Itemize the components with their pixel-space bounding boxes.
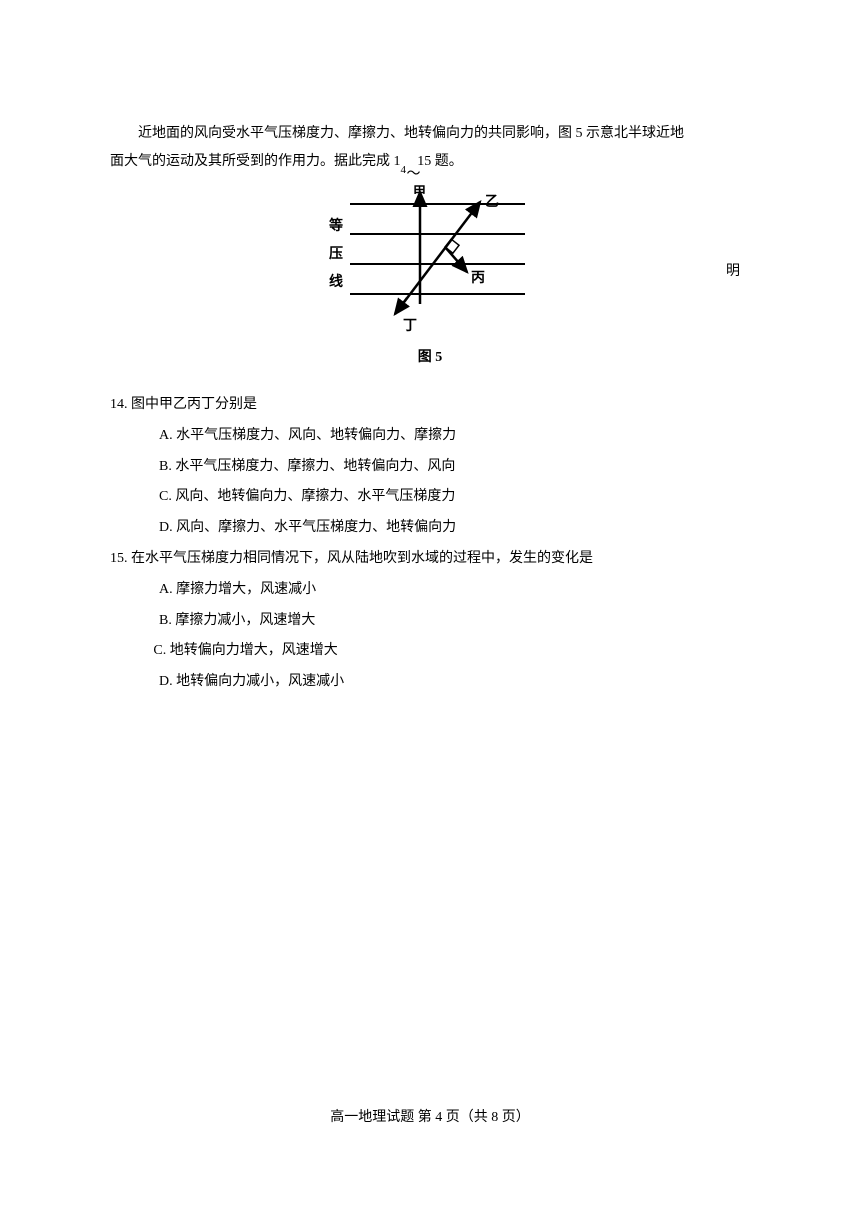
isobar-label-mid: 压 [329, 246, 343, 262]
intro-line1: 近地面的风向受水平气压梯度力、摩擦力、地转偏向力的共同影响，图 5 示意北半球近… [138, 126, 684, 141]
intro-line2-prefix: 面大气的运动及其所受到的作用力。据此完成 1 [110, 154, 401, 169]
q15-option-b: B. 摩擦力减小，风速增大 [110, 606, 750, 637]
isobar-label-top: 等 [329, 217, 343, 234]
q15-stem: 15. 在水平气压梯度力相同情况下，风从陆地吹到水域的过程中，发生的变化是 [110, 544, 750, 575]
side-char: 明 [726, 260, 740, 280]
q15-option-a: A. 摩擦力增大，风速减小 [110, 575, 750, 606]
q14-option-c: C. 风向、地转偏向力、摩擦力、水平气压梯度力 [110, 482, 750, 513]
q14-stem: 14. 图中甲乙丙丁分别是 [110, 390, 750, 421]
label-jia: 甲 [413, 184, 426, 199]
question-15: 15. 在水平气压梯度力相同情况下，风从陆地吹到水域的过程中，发生的变化是 A.… [110, 544, 750, 698]
intro-line2-wrap: 面大气的运动及其所受到的作用力。据此完成 14～15 题。 [110, 148, 750, 176]
label-bing: 丙 [471, 270, 485, 286]
q14-option-a: A. 水平气压梯度力、风向、地转偏向力、摩擦力 [110, 421, 750, 452]
question-14: 14. 图中甲乙丙丁分别是 A. 水平气压梯度力、风向、地转偏向力、摩擦力 B.… [110, 390, 750, 544]
label-ding: 丁 [403, 319, 417, 334]
page-content: 近地面的风向受水平气压梯度力、摩擦力、地转偏向力的共同影响，图 5 示意北半球近… [0, 0, 860, 698]
intro-paragraph: 近地面的风向受水平气压梯度力、摩擦力、地转偏向力的共同影响，图 5 示意北半球近… [110, 120, 750, 148]
figure-caption: 图 5 [110, 346, 750, 366]
q15-option-c: C. 地转偏向力增大，风速增大 [110, 636, 750, 667]
intro-line2-suffix: 15 题。 [417, 154, 463, 169]
q14-option-b: B. 水平气压梯度力、摩擦力、地转偏向力、风向 [110, 452, 750, 483]
q14-option-d: D. 风向、摩擦力、水平气压梯度力、地转偏向力 [110, 513, 750, 544]
isobar-label-bot: 线 [329, 273, 343, 290]
figure-area: 等 压 线 甲 乙 丙 丁 图 5 [110, 184, 750, 364]
label-yi: 乙 [485, 194, 499, 210]
figure-svg: 等 压 线 甲 乙 丙 丁 [315, 184, 545, 334]
q15-option-d: D. 地转偏向力减小，风速减小 [110, 667, 750, 698]
page-footer: 高一地理试题 第 4 页（共 8 页） [0, 1106, 860, 1126]
